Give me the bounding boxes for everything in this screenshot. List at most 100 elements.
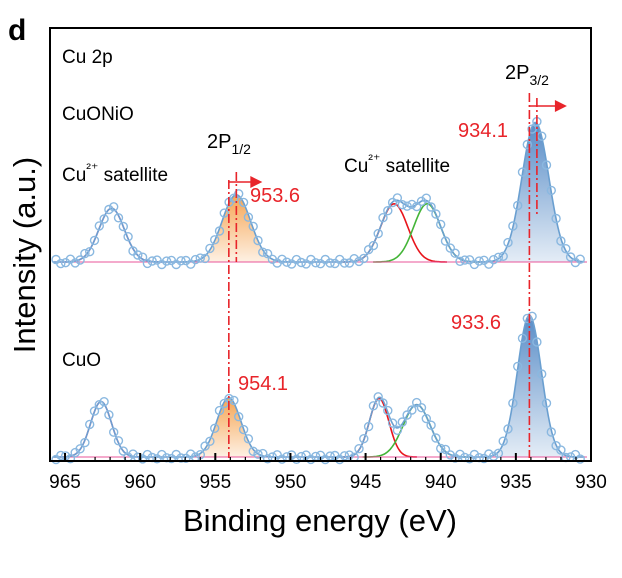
x-tick-label: 940 — [425, 472, 457, 493]
data-point — [561, 243, 571, 254]
x-tick-label: 945 — [350, 472, 382, 493]
data-point — [392, 193, 403, 203]
data-point — [325, 258, 335, 268]
data-point — [248, 446, 258, 456]
peak-label-2p32: 2P3/2 — [505, 62, 549, 88]
data-point — [214, 405, 225, 416]
data-point — [373, 228, 383, 239]
data-point — [200, 441, 210, 451]
data-point — [407, 405, 417, 415]
data-point — [383, 205, 393, 216]
data-point — [498, 251, 508, 261]
data-point — [238, 197, 249, 208]
data-point — [200, 253, 210, 264]
data-point — [104, 410, 114, 420]
data-point — [157, 449, 167, 460]
data-point — [455, 449, 465, 459]
data-point — [484, 449, 494, 459]
data-point — [209, 423, 220, 433]
data-point — [436, 219, 446, 230]
data-point — [311, 258, 321, 268]
envelope-cuo — [53, 314, 585, 458]
data-point — [541, 160, 552, 170]
data-point — [474, 256, 484, 266]
fit-cuo-cu2satellite-0 — [59, 400, 142, 458]
data-point — [123, 231, 133, 242]
data-point — [503, 424, 513, 434]
data-point — [108, 202, 119, 212]
x-tick-label: 965 — [49, 472, 81, 493]
data-point — [233, 412, 244, 422]
x-tick-label: 960 — [124, 472, 156, 493]
data-point — [445, 243, 455, 253]
annotation-933-6: 933.6 — [451, 312, 501, 334]
data-point — [354, 256, 364, 267]
fit-cuo-cu2satellite-2 — [340, 397, 418, 458]
data-point — [450, 248, 460, 258]
data-point — [488, 255, 499, 265]
data-point — [65, 454, 76, 464]
data-point — [402, 410, 412, 420]
data-point — [498, 436, 508, 446]
data-point — [556, 445, 566, 455]
data-point — [431, 209, 441, 219]
data-point — [397, 417, 407, 427]
data-point — [89, 235, 100, 246]
data-point — [301, 450, 311, 460]
data-point — [70, 258, 80, 268]
data-point — [426, 420, 436, 430]
data-point — [142, 258, 153, 269]
data-point — [195, 253, 206, 263]
data-point — [108, 427, 119, 437]
annotation-934-1: 934.1 — [458, 120, 508, 142]
data-point — [84, 419, 95, 430]
fill-cuonio-2p32 — [481, 122, 590, 262]
x-tick-label: 930 — [575, 472, 607, 493]
data-point — [75, 255, 85, 265]
data-point — [344, 450, 355, 460]
data-point — [80, 437, 90, 448]
shift-arrow-2p12-head — [250, 176, 263, 188]
data-point — [238, 424, 249, 435]
data-point — [522, 313, 532, 324]
data-point — [532, 337, 542, 347]
fit-cuonio-cu2satellite-0 — [60, 207, 162, 263]
data-point — [354, 444, 364, 454]
legend-cuonio: CuONiO — [62, 104, 134, 125]
data-point — [282, 257, 292, 267]
y-axis-title: Intensity (a.u.) — [7, 157, 42, 353]
data-point — [262, 454, 273, 464]
data-point — [258, 448, 268, 459]
x-tick-label: 955 — [199, 472, 231, 493]
data-point — [253, 235, 263, 246]
data-point — [344, 258, 355, 268]
data-point — [243, 212, 254, 222]
data-point — [527, 311, 537, 321]
data-point — [378, 398, 388, 408]
data-point — [546, 185, 556, 196]
panel-label: d — [8, 14, 26, 47]
data-point — [214, 226, 225, 236]
data-point — [258, 247, 268, 257]
data-point — [527, 124, 537, 134]
data-point — [176, 256, 186, 266]
data-point — [243, 434, 254, 444]
data-point — [431, 433, 441, 443]
fit-cuonio-cu2satellite-3 — [373, 202, 481, 263]
legend-cu2p: Cu 2p — [62, 47, 113, 68]
data-point — [503, 237, 513, 248]
data-point — [565, 252, 576, 262]
data-point — [493, 448, 504, 458]
data-point — [383, 405, 393, 416]
data-point — [89, 406, 100, 416]
data-point — [262, 248, 273, 259]
data-point — [368, 240, 379, 251]
x-tick-label: 950 — [275, 472, 307, 493]
data-point — [296, 257, 306, 268]
data-point — [291, 454, 302, 464]
data-point — [407, 199, 417, 210]
data-point — [373, 392, 383, 402]
data-point — [137, 252, 148, 262]
data-point — [190, 254, 201, 265]
